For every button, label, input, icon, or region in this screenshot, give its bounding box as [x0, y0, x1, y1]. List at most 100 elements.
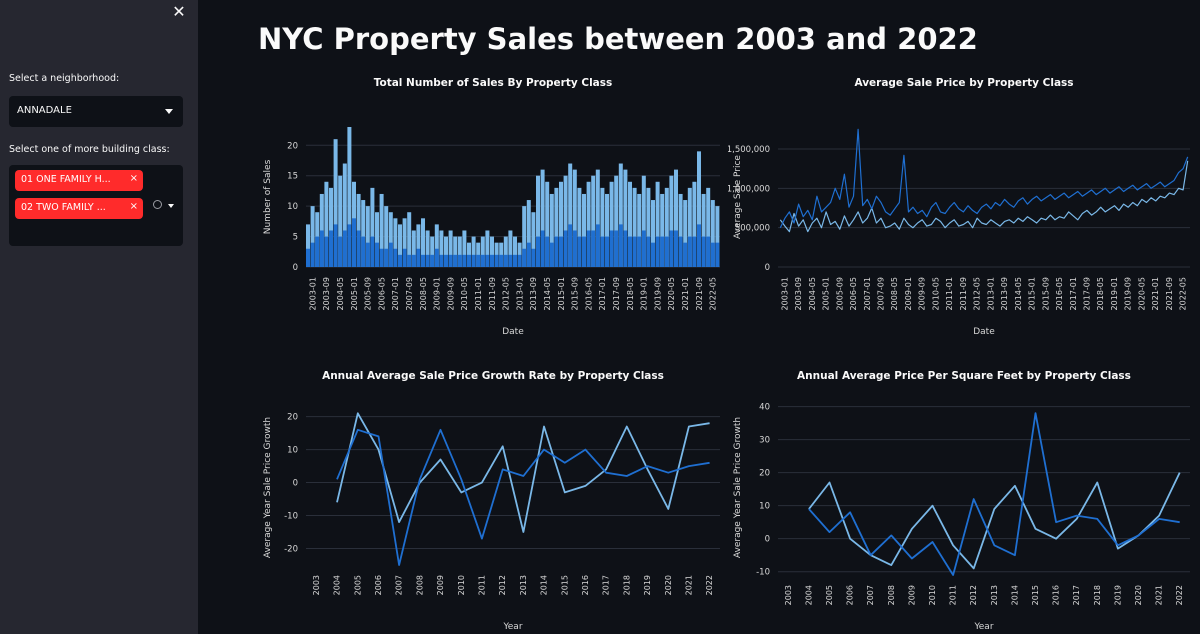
- x-tick-label: 2015: [1031, 585, 1040, 605]
- y-tick-label: 40: [759, 403, 770, 413]
- x-tick-label: 2018: [622, 575, 631, 595]
- bar: [605, 236, 609, 267]
- remove-tag-icon[interactable]: ×: [129, 173, 138, 184]
- bar: [384, 248, 389, 267]
- bar: [462, 230, 467, 267]
- bar: [660, 193, 665, 267]
- x-tick-label: 2015-01: [557, 277, 566, 310]
- neighborhood-select[interactable]: ANNADALE: [9, 96, 183, 127]
- x-tick-label: 2019: [1113, 585, 1122, 605]
- bar: [715, 206, 720, 267]
- clear-all-icon[interactable]: [153, 200, 162, 209]
- remove-tag-icon[interactable]: ×: [129, 201, 138, 212]
- building-class-tag[interactable]: 01 ONE FAMILY H... ×: [15, 170, 143, 191]
- bar: [439, 254, 444, 267]
- bar: [338, 175, 343, 267]
- x-tick-label: 2021: [1155, 585, 1164, 605]
- x-axis-label: Year: [973, 622, 993, 632]
- bar: [531, 212, 536, 267]
- x-tick-label: 2021-01: [681, 277, 690, 310]
- bar: [674, 230, 678, 267]
- series-line: [336, 428, 710, 566]
- y-axis-label: Average Year Sale Price Growth: [263, 417, 273, 558]
- bar: [614, 175, 619, 267]
- bar: [669, 230, 674, 267]
- chart-title: Annual Average Sale Price Growth Rate by…: [322, 370, 664, 382]
- x-tick-label: 2009: [907, 585, 916, 605]
- bar: [577, 236, 582, 267]
- bar: [444, 254, 448, 267]
- y-tick-label: 10: [287, 202, 298, 212]
- chevron-down-icon[interactable]: [165, 109, 173, 114]
- chart-title: Annual Average Price Per Square Feet by …: [797, 370, 1131, 382]
- bar: [536, 175, 540, 267]
- bar: [637, 193, 642, 267]
- growth-rate-chart: Annual Average Sale Price Growth Rate by…: [263, 370, 720, 632]
- bar: [425, 254, 430, 267]
- bar: [549, 193, 554, 267]
- bar: [563, 175, 568, 267]
- bar: [632, 187, 637, 267]
- bar: [319, 230, 324, 267]
- bar: [687, 236, 692, 267]
- series-line: [808, 472, 1181, 570]
- bar: [421, 218, 425, 267]
- series-line: [336, 412, 710, 533]
- x-tick-label: 2006-05: [849, 277, 858, 310]
- x-axis-label: Year: [502, 622, 522, 632]
- bar: [600, 236, 605, 267]
- y-tick-label: 0: [293, 263, 298, 273]
- bar: [490, 236, 494, 267]
- x-tick-label: 2005: [353, 575, 362, 595]
- x-tick-label: 2017-01: [598, 277, 607, 310]
- y-axis-label: Average Year Sale Price Growth: [733, 417, 743, 558]
- bar: [692, 236, 697, 267]
- x-tick-label: 2017-01: [1069, 277, 1078, 310]
- bar: [664, 236, 669, 267]
- bar: [356, 230, 361, 267]
- building-class-multiselect[interactable]: 01 ONE FAMILY H... × 02 TWO FAMILY ... ×: [9, 165, 183, 246]
- bar: [646, 187, 651, 267]
- building-class-tag[interactable]: 02 TWO FAMILY ... ×: [15, 198, 143, 219]
- bar: [618, 224, 623, 267]
- x-tick-label: 2004-05: [808, 277, 817, 310]
- bar: [710, 242, 715, 267]
- bar: [646, 236, 651, 267]
- y-tick-label: 20: [287, 413, 298, 423]
- bar: [513, 254, 517, 267]
- bar: [623, 169, 628, 267]
- y-tick-label: 10: [287, 446, 298, 456]
- bar: [526, 200, 531, 267]
- bar: [398, 224, 402, 267]
- x-tick-label: 2020: [664, 575, 673, 595]
- bar: [582, 236, 586, 267]
- x-tick-label: 2019-01: [640, 277, 649, 310]
- x-tick-label: 2013-01: [515, 277, 524, 310]
- bar: [637, 236, 642, 267]
- x-tick-label: 2003-09: [322, 277, 331, 310]
- bar: [375, 212, 379, 267]
- bar: [706, 236, 711, 267]
- bar: [310, 206, 315, 267]
- y-tick-label: 15: [287, 172, 298, 182]
- bar: [655, 236, 660, 267]
- bar: [710, 200, 715, 267]
- bar: [347, 224, 352, 267]
- close-icon[interactable]: ✕: [172, 2, 186, 21]
- x-tick-label: 2007: [395, 575, 404, 595]
- x-tick-label: 2015-09: [1041, 277, 1050, 310]
- x-tick-label: 2020-05: [667, 277, 676, 310]
- bar: [513, 236, 517, 267]
- x-tick-label: 2004: [333, 575, 342, 595]
- bar: [540, 169, 545, 267]
- neighborhood-label: Select a neighborhood:: [9, 73, 120, 84]
- chevron-down-icon[interactable]: [168, 204, 174, 208]
- x-tick-label: 2011: [477, 575, 486, 595]
- neighborhood-select-value: ANNADALE: [17, 105, 72, 116]
- x-axis-label: Date: [502, 327, 524, 337]
- x-tick-label: 2008-05: [890, 277, 899, 310]
- x-tick-label: 2014: [540, 575, 549, 595]
- x-tick-label: 2019-01: [1110, 277, 1119, 310]
- x-tick-label: 2011: [949, 585, 958, 605]
- bar: [421, 254, 425, 267]
